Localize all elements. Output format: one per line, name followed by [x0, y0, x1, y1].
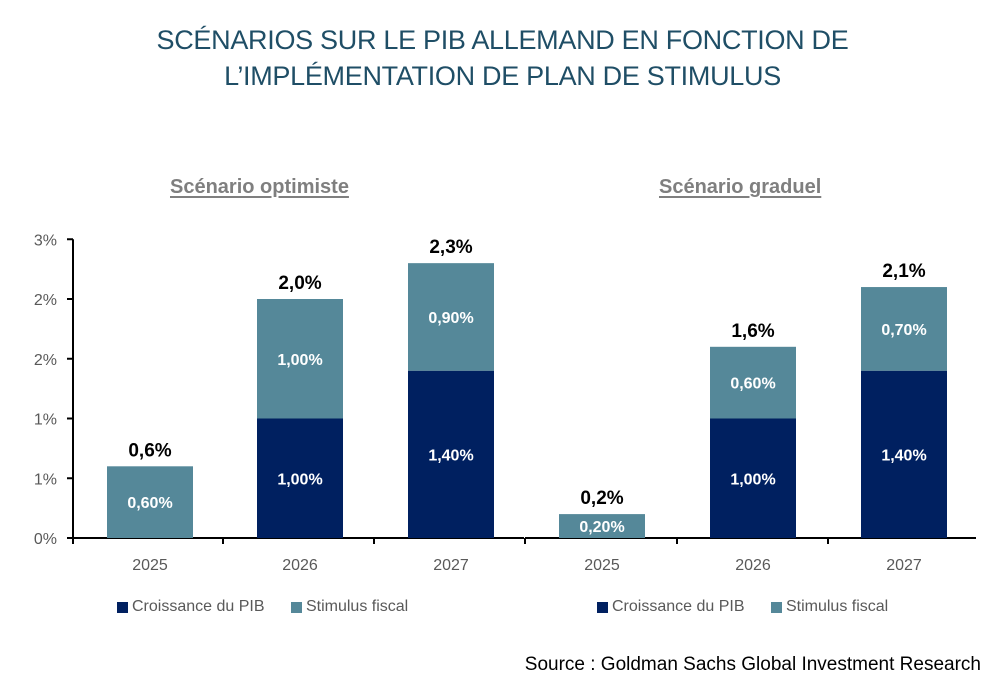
x-category-label: 2025	[584, 557, 620, 574]
bar-segment-croissance	[861, 370, 947, 538]
segment-value-label: 1,40%	[881, 447, 926, 464]
segment-value-label: 0,60%	[730, 376, 775, 393]
total-value-label: 2,1%	[882, 261, 925, 282]
bar-segment-croissance	[408, 370, 494, 538]
legend-label-croissance: Croissance du PIB	[132, 598, 265, 615]
x-category-label: 2025	[132, 557, 168, 574]
legend-item-croissance: Croissance du PIB	[597, 598, 745, 616]
segment-value-label: 0,70%	[881, 322, 926, 339]
segment-value-label: 0,20%	[579, 519, 624, 536]
legend-label-croissance: Croissance du PIB	[612, 598, 745, 615]
legend-label-stimulus: Stimulus fiscal	[305, 598, 409, 615]
segment-value-label: 1,00%	[277, 471, 322, 488]
bar-segment-croissance	[257, 418, 343, 538]
chart-title: SCÉNARIOS SUR LE PIB ALLEMAND EN FONCTIO…	[0, 22, 1005, 94]
bar-segment-stimulus	[107, 466, 193, 538]
total-value-label: 0,2%	[580, 488, 623, 509]
scenario-graduel-title: Scénario graduel	[659, 176, 822, 198]
legend-item-stimulus: Stimulus fiscal	[290, 598, 409, 616]
legend-label-stimulus: Stimulus fiscal	[785, 598, 889, 615]
y-tick-label: 3%	[34, 232, 57, 249]
legend-optimiste: Croissance du PIB Stimulus fiscal	[117, 598, 430, 618]
total-value-label: 2,3%	[429, 237, 472, 258]
total-value-label: 0,6%	[128, 440, 171, 461]
y-tick-label: 2%	[34, 352, 57, 369]
legend-swatch-stimulus	[770, 601, 782, 613]
x-category-label: 2027	[886, 557, 922, 574]
x-category-label: 2026	[282, 557, 318, 574]
y-tick-label: 2%	[34, 292, 57, 309]
legend-swatch-stimulus	[290, 601, 302, 613]
y-tick-label: 0%	[34, 531, 57, 548]
segment-value-label: 0,60%	[127, 495, 172, 512]
chart-title-line-2: L’IMPLÉMENTATION DE PLAN DE STIMULUS	[224, 61, 781, 91]
legend-swatch-croissance	[597, 601, 608, 613]
scenario-optimiste-title: Scénario optimiste	[170, 176, 349, 198]
legend-swatch-croissance	[117, 601, 128, 613]
bar-segment-stimulus	[408, 263, 494, 371]
legend-item-croissance: Croissance du PIB	[117, 598, 265, 616]
bar-segment-croissance	[710, 418, 796, 538]
segment-value-label: 0,90%	[428, 310, 473, 327]
segment-value-label: 1,40%	[428, 447, 473, 464]
bar-segment-stimulus	[710, 346, 796, 419]
bar-segment-stimulus	[257, 299, 343, 419]
total-value-label: 2,0%	[278, 273, 321, 294]
segment-value-label: 1,00%	[277, 352, 322, 369]
y-tick-label: 1%	[34, 471, 57, 488]
chart-title-line-1: SCÉNARIOS SUR LE PIB ALLEMAND EN FONCTIO…	[156, 25, 849, 55]
source-note: Source : Goldman Sachs Global Investment…	[524, 654, 981, 675]
legend-graduel: Croissance du PIB Stimulus fiscal	[597, 598, 910, 618]
total-value-label: 1,6%	[731, 321, 774, 342]
legend-item-stimulus: Stimulus fiscal	[770, 598, 889, 616]
bar-segment-stimulus	[861, 287, 947, 371]
segment-value-label: 1,00%	[730, 471, 775, 488]
y-tick-label: 1%	[34, 412, 57, 429]
x-category-label: 2027	[433, 557, 469, 574]
x-category-label: 2026	[735, 557, 771, 574]
bar-segment-stimulus	[559, 514, 645, 538]
